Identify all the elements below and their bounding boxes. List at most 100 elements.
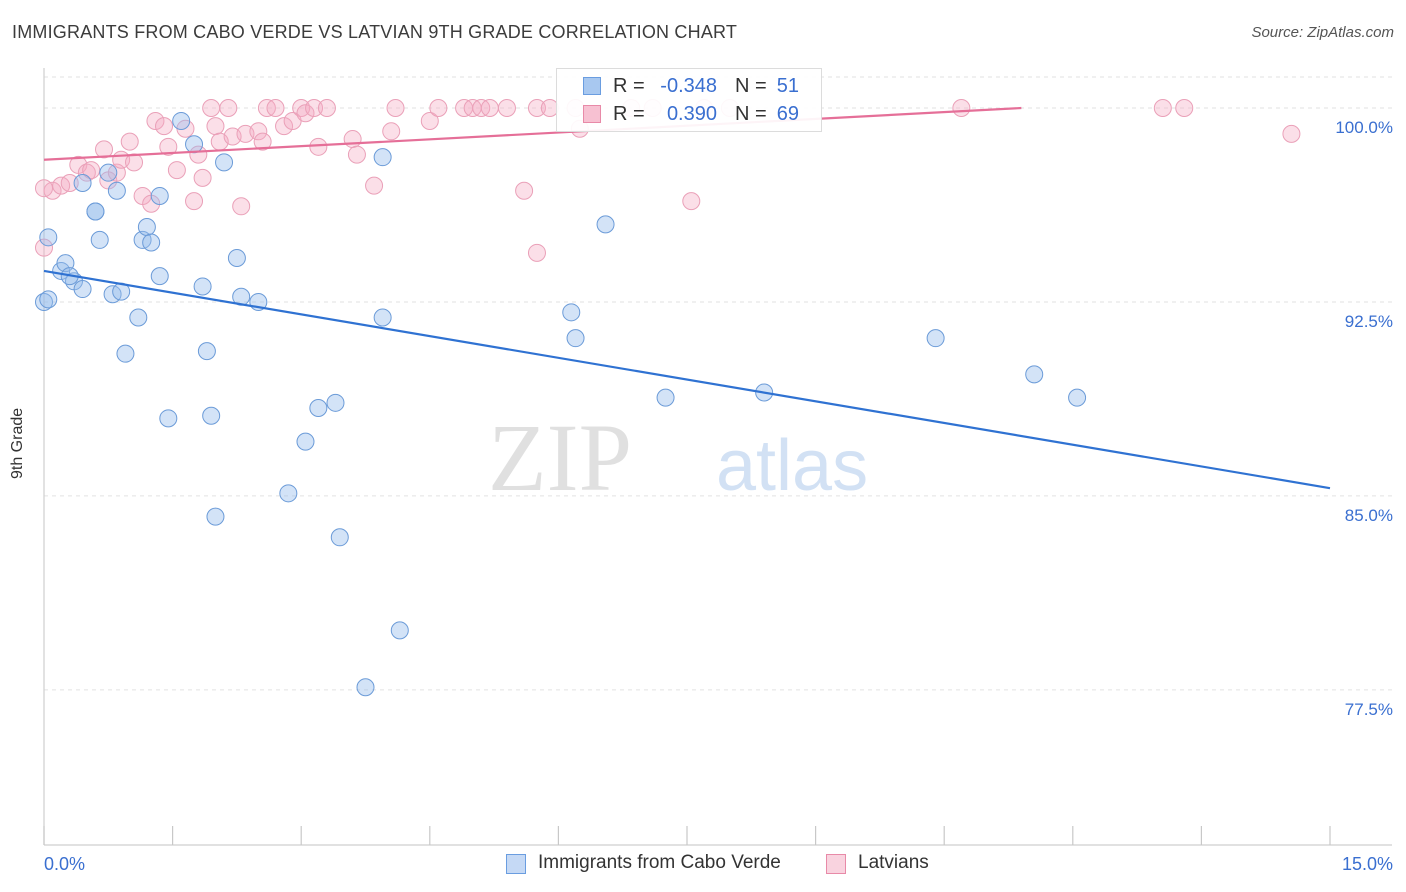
bottom-legend-swatch-pink <box>826 854 846 874</box>
latvians-point <box>167 161 186 180</box>
latvians-point <box>365 176 384 195</box>
cabo-verde-point <box>86 202 105 221</box>
latvians-point <box>1175 99 1194 118</box>
cabo-verde-point <box>150 186 169 205</box>
latvians-points <box>35 99 1301 262</box>
latvians-point <box>382 122 401 141</box>
latvians-point <box>266 99 285 118</box>
latvians-point <box>296 104 315 123</box>
latvians-point <box>146 111 165 130</box>
latvians-point <box>305 99 324 118</box>
legend-n-value: 51 <box>776 75 799 97</box>
latvians-point <box>515 181 534 200</box>
cabo-verde-point <box>330 528 349 547</box>
x-tick-label: 0.0% <box>44 854 85 874</box>
cabo-verde-point <box>99 163 118 182</box>
cabo-verde-point <box>596 215 615 234</box>
watermark-zip: ZIP <box>488 404 632 511</box>
latvians-point <box>253 132 272 151</box>
latvians-point <box>527 99 546 118</box>
legend-row-latvians: R = 0.390 N = 69 <box>557 101 821 129</box>
cabo-verde-point <box>90 230 109 249</box>
y-tick-label: 85.0% <box>1345 506 1393 525</box>
cabo-verde-point <box>1025 365 1044 384</box>
cabo-verde-point <box>206 507 225 526</box>
x-tick-label: 15.0% <box>1342 854 1393 874</box>
cabo-verde-point <box>129 308 148 327</box>
cabo-verde-point <box>1068 388 1087 407</box>
legend-r-label: R = <box>613 103 645 125</box>
axes <box>43 68 1392 846</box>
legend-row-cabo-verde: R = -0.348 N = 51 <box>557 73 821 101</box>
cabo-verde-point <box>326 393 345 412</box>
cabo-verde-point <box>566 329 585 348</box>
cabo-verde-point <box>107 181 126 200</box>
latvians-point <box>682 192 701 211</box>
cabo-verde-point <box>656 388 675 407</box>
trendlines <box>43 106 1331 490</box>
latvians-point <box>60 174 79 193</box>
cabo-verde-point <box>390 621 409 640</box>
legend-r-value: 0.390 <box>666 103 717 125</box>
cabo-verde-point <box>159 409 178 428</box>
cabo-verde-point <box>39 228 58 247</box>
legend-swatch-pink <box>583 105 601 123</box>
latvians-trendline <box>43 106 1022 161</box>
latvians-point <box>1282 124 1301 143</box>
legend-box: R = -0.348 N = 51 R = 0.390 N = 69 <box>556 68 822 132</box>
cabo-verde-point <box>562 303 581 322</box>
latvians-point <box>386 99 405 118</box>
cabo-verde-point <box>116 344 135 363</box>
latvians-point <box>1153 99 1172 118</box>
cabo-verde-point <box>309 398 328 417</box>
chart-title: IMMIGRANTS FROM CABO VERDE VS LATVIAN 9T… <box>12 22 738 42</box>
latvians-point <box>232 197 251 216</box>
y-tick-label: 100.0% <box>1335 118 1393 137</box>
legend-n-value: 69 <box>776 103 799 125</box>
y-axis-label-text: 9th Grade <box>9 407 26 479</box>
latvians-point <box>420 111 439 130</box>
bottom-legend-label: Immigrants from Cabo Verde <box>538 852 781 873</box>
cabo-verde-trendline <box>43 269 1331 490</box>
legend-n-label: N = <box>735 75 767 97</box>
latvians-point <box>125 153 144 172</box>
cabo-verde-point <box>356 678 375 697</box>
cabo-verde-point <box>215 153 234 172</box>
cabo-verde-point <box>137 217 156 236</box>
cabo-verde-points <box>35 111 1087 697</box>
cabo-verde-point <box>193 277 212 296</box>
latvians-point <box>202 99 221 118</box>
latvians-point <box>952 99 971 118</box>
cabo-verde-point <box>73 280 92 299</box>
latvians-point <box>120 132 139 151</box>
latvians-point <box>527 243 546 262</box>
latvians-point <box>497 99 516 118</box>
source-label: Source: ZipAtlas.com <box>1251 24 1394 41</box>
latvians-point <box>317 99 336 118</box>
cabo-verde-point <box>296 432 315 451</box>
latvians-point <box>35 179 53 198</box>
cabo-verde-point <box>73 174 92 193</box>
latvians-point <box>275 117 294 136</box>
legend-r-label: R = <box>613 75 645 97</box>
gridlines <box>44 76 1392 691</box>
latvians-point <box>249 122 268 141</box>
legend-swatch-blue <box>583 77 601 95</box>
latvians-point <box>185 192 204 211</box>
latvians-point <box>480 99 499 118</box>
cabo-verde-point <box>172 111 191 130</box>
y-tick-label: 92.5% <box>1345 312 1393 331</box>
latvians-point <box>219 99 238 118</box>
watermark: ZIP atlas <box>488 404 868 511</box>
latvians-point <box>309 137 328 156</box>
legend-n-label: N = <box>735 103 767 125</box>
latvians-point <box>347 145 366 164</box>
latvians-point <box>429 99 448 118</box>
cabo-verde-point <box>39 290 58 309</box>
cabo-verde-point <box>373 148 392 167</box>
y-tick-label: 77.5% <box>1345 700 1393 719</box>
bottom-legend-label: Latvians <box>858 852 929 873</box>
cabo-verde-point <box>142 233 161 252</box>
cabo-verde-point <box>227 249 246 268</box>
